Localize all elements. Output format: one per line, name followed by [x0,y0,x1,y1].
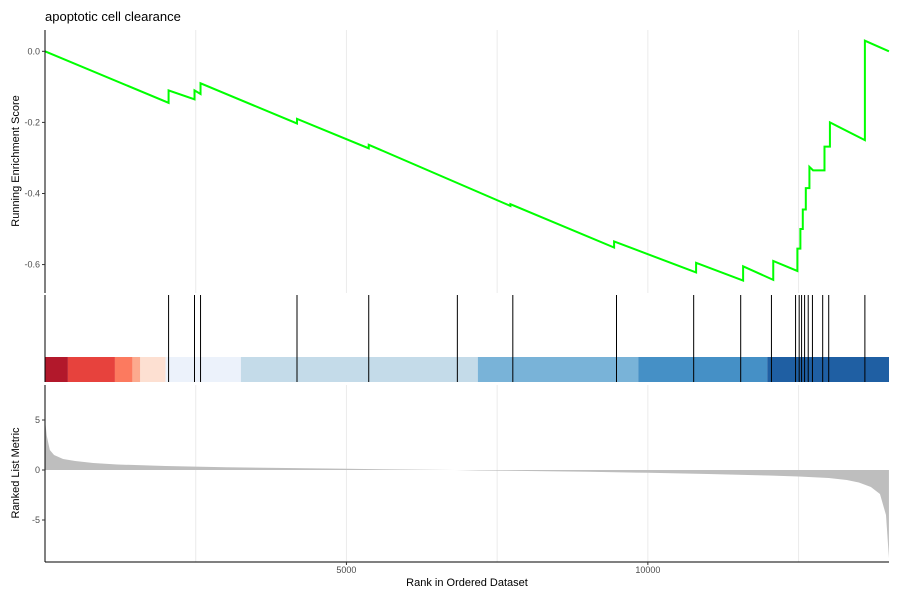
y-tick-label-enrichment: -0.4 [24,188,40,198]
y-tick-label-enrichment: -0.6 [24,260,40,270]
ranked-metric-area-path [45,420,889,558]
y-axis-title-ranked: Ranked List Metric [10,427,22,519]
rank-color-bar [45,357,889,382]
enrichment-score-line [44,39,890,283]
enrichment-score-series [44,39,890,283]
rank-color-band [165,357,241,382]
rank-color-band [114,357,133,382]
axes [42,30,889,565]
rank-color-band [132,357,141,382]
rank-color-band [45,357,68,382]
chart-title: apoptotic cell clearance [45,9,181,24]
gridlines [195,30,800,562]
gene-hit-marks [168,295,866,382]
y-axis-title-enrichment: Running Enrichment Score [10,95,22,226]
ranked-metric-area [45,420,889,558]
x-axis-title: Rank in Ordered Dataset [406,577,528,589]
rank-color-band [767,357,889,382]
y-tick-label-enrichment: 0.0 [27,46,40,56]
y-tick-label-ranked: 0 [35,465,40,475]
rank-color-band [240,357,478,382]
y-tick-label-enrichment: -0.2 [24,117,40,127]
rank-color-band [67,357,115,382]
tick-labels: 0.0 -0.2 -0.4 -0.6 5 0 -5 5000 10000 [24,46,660,575]
y-tick-label-ranked: -5 [32,515,40,525]
rank-color-band [638,357,768,382]
x-tick-label: 10000 [635,565,660,575]
rank-color-band [140,357,166,382]
rank-color-band [477,357,639,382]
y-tick-label-ranked: 5 [35,415,40,425]
x-tick-label: 5000 [336,565,356,575]
